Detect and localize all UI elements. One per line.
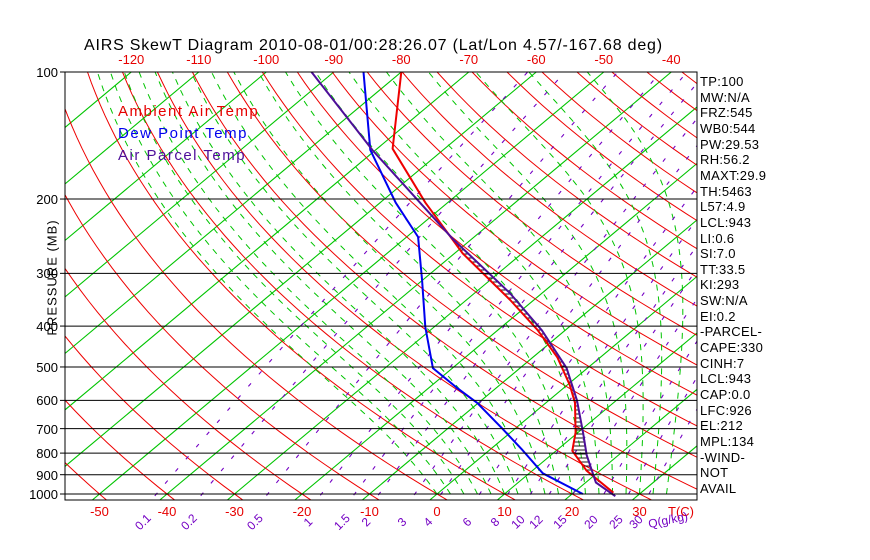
temp-tick-label: -120 [118, 52, 145, 67]
temp-axis-unit-label: T(C) [668, 504, 694, 519]
temp-tick-label: 30 [632, 504, 647, 519]
temp-tick-label: -70 [459, 52, 479, 67]
stats-line: RH:56.2 [700, 152, 750, 168]
temp-tick-label: -110 [186, 52, 212, 67]
temp-tick-label: -50 [90, 504, 109, 519]
pressure-tick-label: 1000 [29, 487, 58, 502]
stats-line: CINH:7 [700, 355, 745, 371]
stats-line: LCL:943 [700, 214, 752, 230]
stats-line: MAXT:29.9 [700, 167, 767, 183]
stats-line: PW:29.53 [700, 136, 760, 152]
stats-line: -PARCEL- [700, 324, 763, 340]
stats-line: LCL:943 [700, 371, 752, 387]
temp-tick-label: -100 [253, 52, 280, 67]
chart-title: AIRS SkewT Diagram 2010-08-01/00:28:26.0… [84, 37, 663, 54]
legend-item: Air Parcel Temp [118, 147, 247, 164]
stats-line: SW:N/A [700, 293, 748, 309]
temp-tick-label: 0 [433, 504, 441, 519]
stats-line: CAP:0.0 [700, 387, 751, 402]
pressure-tick-label: 100 [36, 65, 58, 80]
temp-tick-label: -90 [324, 52, 344, 67]
stats-line: -WIND- [700, 449, 746, 465]
stats-line: NOT [700, 465, 729, 481]
legend-item: Ambient Air Temp [118, 103, 260, 120]
temp-tick-label: -10 [360, 504, 379, 519]
temp-tick-label: -80 [391, 52, 411, 67]
pressure-tick-label: 200 [36, 192, 58, 208]
pressure-tick-label: 400 [36, 319, 58, 335]
temp-tick-label: -30 [225, 504, 244, 519]
pressure-tick-label: 800 [36, 446, 58, 462]
stats-line: KI:293 [700, 277, 740, 293]
temp-tick-label: 20 [564, 504, 580, 519]
pressure-tick-label: 900 [36, 467, 58, 483]
stats-line: SI:7.0 [700, 246, 736, 262]
stats-line: TP:100 [700, 74, 744, 89]
stats-line: FRZ:545 [700, 105, 753, 121]
pressure-tick-label: 600 [36, 393, 58, 409]
pressure-tick-label: 300 [36, 266, 58, 282]
stats-line: TH:5463 [700, 183, 752, 199]
stats-line: LFC:926 [700, 402, 752, 418]
stats-line: WB0:544 [700, 120, 756, 136]
pressure-tick-label: 500 [36, 359, 58, 375]
stats-line: TT:33.5 [700, 261, 746, 277]
stats-line: LI:0.6 [700, 230, 735, 246]
stats-line: MPL:134 [700, 433, 755, 449]
stats-line: EI:0.2 [700, 308, 736, 324]
pressure-tick-label: 700 [36, 421, 58, 437]
pressure-axis-label: PRESSURE (MB) [44, 219, 60, 336]
stats-line: CAPE:330 [700, 340, 764, 356]
temp-tick-label: -20 [292, 504, 312, 519]
temp-tick-label: -50 [594, 52, 614, 67]
stats-line: EL:212 [700, 418, 744, 434]
temp-tick-label: -40 [661, 52, 681, 67]
temp-tick-label: -60 [526, 52, 546, 67]
stats-line: L57:4.9 [700, 199, 746, 215]
temp-tick-label: -40 [157, 504, 177, 519]
temp-tick-label: 10 [497, 504, 512, 519]
stats-line: MW:N/A [700, 89, 750, 105]
stats-line: AVAIL [700, 480, 737, 496]
legend-item: Dew Point Temp [118, 125, 248, 142]
